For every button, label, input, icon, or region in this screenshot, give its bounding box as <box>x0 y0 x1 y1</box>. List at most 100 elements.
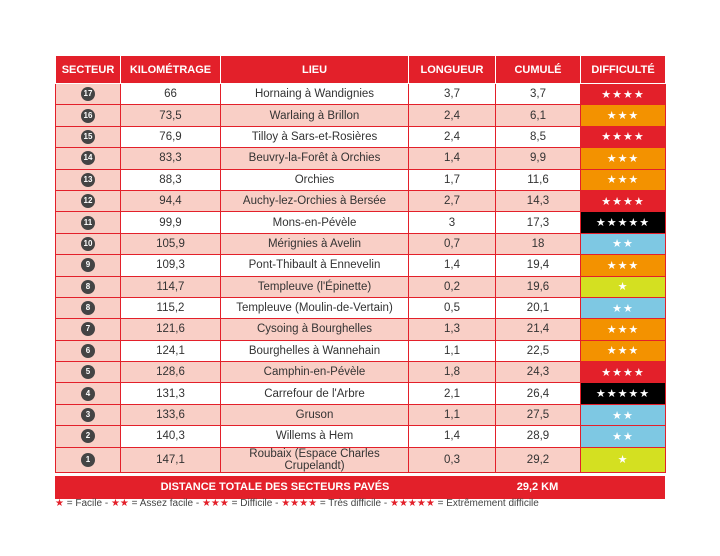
legend-stars: ★★ <box>110 498 129 509</box>
table-row: 13 88,3 Orchies 1,7 11,6 ★★★ <box>55 168 666 191</box>
length: 3,7 <box>408 82 496 106</box>
kilometre: 128,6 <box>120 361 221 384</box>
difficulty: ★★★ <box>580 104 666 127</box>
kilometre: 83,3 <box>120 147 221 170</box>
sector-number: 11 <box>81 215 95 230</box>
sector-cell: 3 <box>55 403 121 427</box>
table-row: 15 76,9 Tilloy à Sars-et-Rosières 2,4 8,5 ★★★… <box>55 125 666 149</box>
difficulty: ★★★★ <box>580 361 666 384</box>
sector-number: 8 <box>81 279 95 294</box>
table-row: 9 109,3 Pont-Thibault à Ennevelin 1,4 19,4 ★★… <box>55 254 666 277</box>
location: Templeuve (Moulin-de-Vertain) <box>220 296 409 320</box>
location: Hornaing à Wandignies <box>220 82 409 106</box>
column-header: DIFFICULTÉ <box>580 55 666 84</box>
sector-number: 6 <box>81 343 95 358</box>
difficulty: ★★★★★ <box>580 211 666 234</box>
difficulty: ★★★ <box>580 254 666 277</box>
table-row: 17 66 Hornaing à Wandignies 3,7 3,7 ★★★★ <box>55 82 666 106</box>
kilometre: 73,5 <box>120 104 221 127</box>
difficulty: ★★★ <box>580 318 666 341</box>
legend-stars: ★★★ <box>201 498 229 509</box>
location: Mérignies à Avelin <box>220 232 409 256</box>
length: 0,3 <box>408 446 496 473</box>
sector-cell: 13 <box>55 168 121 191</box>
cumulative: 28,9 <box>495 425 581 448</box>
length: 1,4 <box>408 425 496 448</box>
length: 1,3 <box>408 318 496 341</box>
length: 1,4 <box>408 147 496 170</box>
cumulative: 14,3 <box>495 189 581 213</box>
length: 1,8 <box>408 361 496 384</box>
sector-cell: 8 <box>55 275 121 298</box>
cumulative: 9,9 <box>495 147 581 170</box>
location: Auchy-lez-Orchies à Bersée <box>220 189 409 213</box>
sector-number: 8 <box>81 301 95 316</box>
total-row: DISTANCE TOTALE DES SECTEURS PAVÉS 29,2 … <box>55 475 665 499</box>
sector-number: 2 <box>81 429 95 444</box>
table-row: 5 128,6 Camphin-en-Pévèle 1,8 24,3 ★★★★ <box>55 361 666 384</box>
total-value: 29,2 KM <box>516 481 559 494</box>
sector-number: 12 <box>81 194 95 209</box>
legend-label: = Très difficile - <box>319 498 388 509</box>
table-row: 3 133,6 Gruson 1,1 27,5 ★★ <box>55 403 666 427</box>
sector-number: 1 <box>81 452 95 467</box>
cumulative: 6,1 <box>495 104 581 127</box>
length: 0,7 <box>408 232 496 256</box>
cumulative: 17,3 <box>495 211 581 234</box>
sector-cell: 6 <box>55 339 121 363</box>
table-row: 6 124,1 Bourghelles à Wannehain 1,1 22,5 ★★★ <box>55 339 666 363</box>
kilometre: 124,1 <box>120 339 221 363</box>
sector-cell: 15 <box>55 125 121 149</box>
location: Warlaing à Brillon <box>220 104 409 127</box>
table-row: 2 140,3 Willems à Hem 1,4 28,9 ★★ <box>55 425 666 448</box>
kilometre: 99,9 <box>120 211 221 234</box>
length: 2,4 <box>408 125 496 149</box>
sector-number: 10 <box>81 236 95 251</box>
sector-cell: 4 <box>55 382 121 405</box>
legend-label: = Extrêmement difficile <box>437 498 539 509</box>
table-row: 1 147,1 Roubaix (Espace Charles Crupelandt… <box>55 446 666 473</box>
length: 3 <box>408 211 496 234</box>
sector-cell: 10 <box>55 232 121 256</box>
sector-number: 15 <box>81 129 95 144</box>
difficulty: ★★★ <box>580 147 666 170</box>
length: 1,4 <box>408 254 496 277</box>
difficulty: ★★ <box>580 232 666 256</box>
cumulative: 20,1 <box>495 296 581 320</box>
cumulative: 24,3 <box>495 361 581 384</box>
cumulative: 8,5 <box>495 125 581 149</box>
cumulative: 26,4 <box>495 382 581 405</box>
difficulty: ★★ <box>580 296 666 320</box>
difficulty: ★★ <box>580 425 666 448</box>
kilometre: 105,9 <box>120 232 221 256</box>
legend-stars: ★★★★★ <box>389 498 435 509</box>
cumulative: 11,6 <box>495 168 581 191</box>
sector-cell: 5 <box>55 361 121 384</box>
length: 1,1 <box>408 339 496 363</box>
sector-cell: 12 <box>55 189 121 213</box>
table-row: 10 105,9 Mérignies à Avelin 0,7 18 ★★ <box>55 232 666 256</box>
difficulty: ★★★★ <box>580 82 666 106</box>
sector-number: 14 <box>81 151 95 166</box>
length: 0,2 <box>408 275 496 298</box>
location: Pont-Thibault à Ennevelin <box>220 254 409 277</box>
kilometre: 94,4 <box>120 189 221 213</box>
sector-number: 3 <box>81 408 95 423</box>
header-row: SECTEUR KILOMÉTRAGE LIEU LONGUEUR CUMULÉ DIFF… <box>55 55 666 84</box>
sector-cell: 16 <box>55 104 121 127</box>
location: Camphin-en-Pévèle <box>220 361 409 384</box>
table-row: 8 115,2 Templeuve (Moulin-de-Vertain) 0,5 20… <box>55 296 666 320</box>
length: 1,1 <box>408 403 496 427</box>
sector-cell: 14 <box>55 147 121 170</box>
cumulative: 22,5 <box>495 339 581 363</box>
kilometre: 133,6 <box>120 403 221 427</box>
sector-number: 13 <box>81 172 95 187</box>
cumulative: 3,7 <box>495 82 581 106</box>
cumulative: 29,2 <box>495 446 581 473</box>
sector-number: 5 <box>81 365 95 380</box>
length: 2,7 <box>408 189 496 213</box>
difficulty: ★★★★ <box>580 189 666 213</box>
sector-number: 16 <box>81 108 95 123</box>
kilometre: 121,6 <box>120 318 221 341</box>
